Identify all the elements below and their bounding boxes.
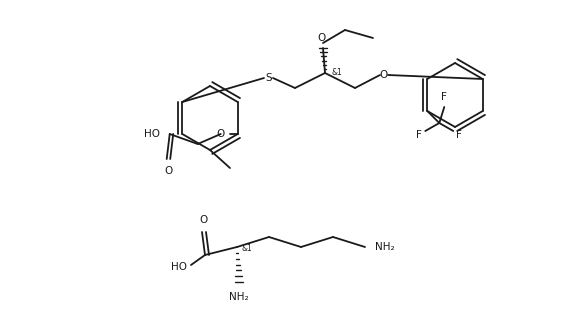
- Text: O: O: [380, 70, 388, 80]
- Text: F: F: [456, 130, 462, 140]
- Text: O: O: [318, 33, 326, 43]
- Text: S: S: [266, 73, 273, 83]
- Text: HO: HO: [144, 129, 160, 139]
- Text: NH₂: NH₂: [375, 242, 394, 252]
- Text: O: O: [216, 129, 224, 139]
- Text: O: O: [164, 166, 172, 176]
- Text: NH₂: NH₂: [229, 292, 249, 302]
- Text: HO: HO: [171, 262, 187, 272]
- Text: O: O: [200, 215, 208, 225]
- Text: &1: &1: [332, 68, 343, 76]
- Text: F: F: [441, 92, 447, 102]
- Text: F: F: [416, 130, 422, 140]
- Text: &1: &1: [242, 244, 253, 253]
